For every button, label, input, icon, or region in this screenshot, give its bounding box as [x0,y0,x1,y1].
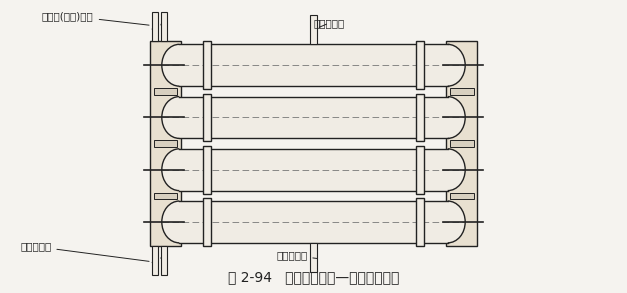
Polygon shape [446,41,477,246]
Polygon shape [162,97,179,138]
Polygon shape [162,201,179,243]
Text: 一次水(热媒)进口: 一次水(热媒)进口 [42,11,149,25]
Polygon shape [203,146,211,193]
Polygon shape [162,149,179,191]
Polygon shape [450,193,474,199]
Polygon shape [310,15,317,44]
Text: 一次水出口: 一次水出口 [314,18,345,28]
Polygon shape [161,246,167,275]
Polygon shape [450,88,474,95]
Polygon shape [150,41,181,246]
Polygon shape [179,201,448,243]
Polygon shape [179,97,448,138]
Polygon shape [203,198,211,246]
Polygon shape [161,12,167,41]
Text: 二次水进口: 二次水进口 [276,250,317,260]
Polygon shape [179,149,448,191]
Polygon shape [154,88,177,95]
Text: 一次水出口: 一次水出口 [20,241,149,261]
Polygon shape [416,41,424,89]
Polygon shape [203,94,211,141]
Polygon shape [162,44,179,86]
Polygon shape [448,97,465,138]
Polygon shape [152,12,158,41]
Polygon shape [154,140,177,147]
Text: 图 2-94   固定管板式水—水换热器图式: 图 2-94 固定管板式水—水换热器图式 [228,270,399,284]
Polygon shape [416,198,424,246]
Polygon shape [416,94,424,141]
Polygon shape [203,41,211,89]
Polygon shape [179,44,448,86]
Polygon shape [416,146,424,193]
Polygon shape [448,149,465,191]
Polygon shape [152,246,158,275]
Polygon shape [450,140,474,147]
Polygon shape [154,193,177,199]
Polygon shape [448,44,465,86]
Polygon shape [310,243,317,272]
Polygon shape [448,201,465,243]
